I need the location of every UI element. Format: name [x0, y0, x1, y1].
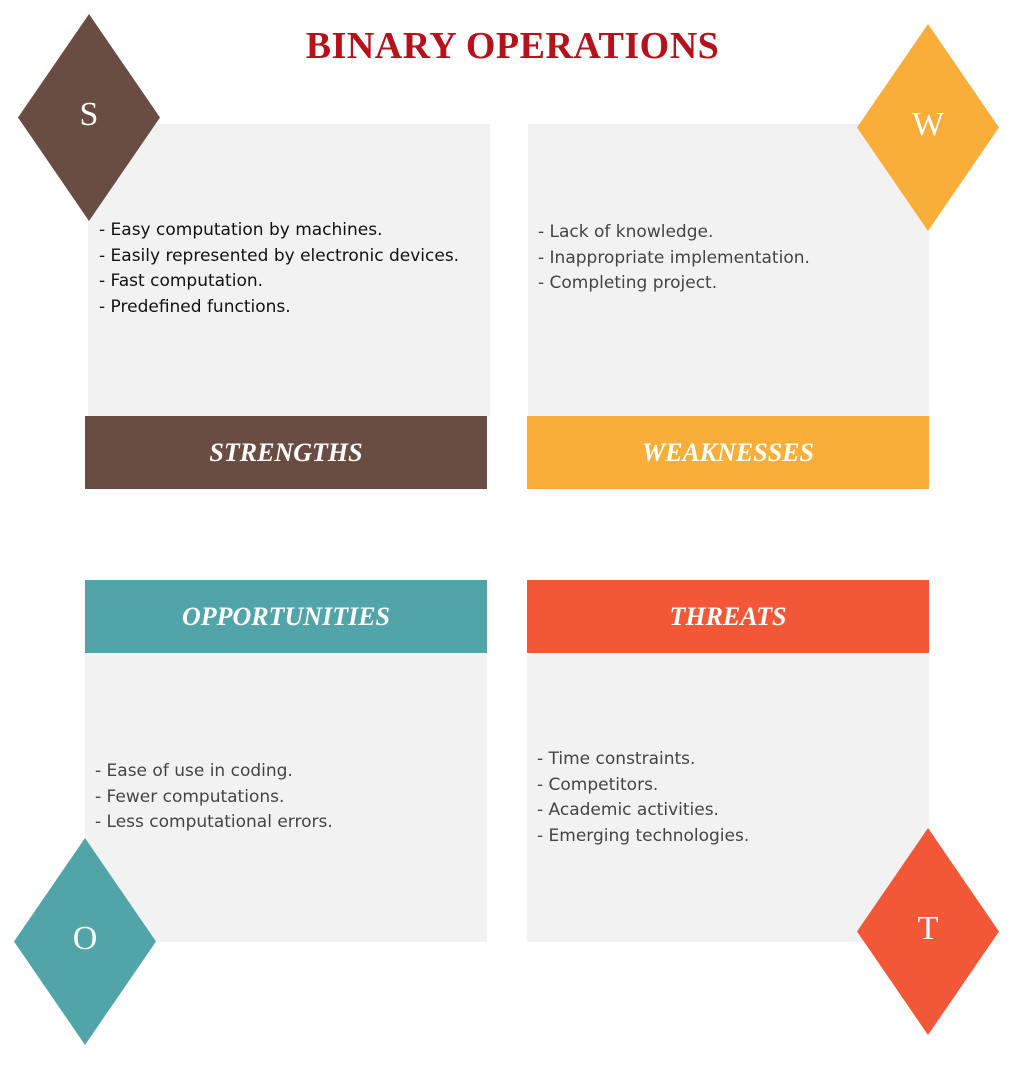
list-item: - Fewer computations. — [95, 786, 285, 807]
list-item: - Academic activities. — [537, 800, 719, 821]
threats-label: THREATS — [669, 601, 787, 631]
strengths-panel — [88, 124, 490, 416]
diamond-shape-icon — [18, 14, 160, 221]
list-item: - Easily represented by electronic devic… — [99, 245, 460, 266]
weaknesses-bar: WEAKNESSES — [527, 416, 929, 489]
list-item: - Completing project. — [538, 273, 718, 294]
opportunities-label: OPPORTUNITIES — [181, 601, 390, 631]
weaknesses-diamond: W — [857, 24, 999, 231]
list-item: - Lack of knowledge. — [538, 222, 714, 242]
opportunities-panel — [85, 653, 487, 942]
strengths-letter: S — [79, 96, 99, 133]
list-item: - Predefined functions. — [99, 296, 291, 317]
opportunities-bar: OPPORTUNITIES — [85, 580, 487, 653]
strengths-bar: STRENGTHS — [85, 416, 487, 489]
threats-list: - Time constraints. - Competitors. - Aca… — [537, 747, 749, 849]
weaknesses-letter: W — [911, 106, 945, 143]
list-item: - Inappropriate implementation. — [538, 247, 810, 268]
weaknesses-panel — [528, 124, 929, 416]
list-item: - Fast computation. — [99, 271, 264, 292]
weaknesses-list: - Lack of knowledge. - Inappropriate imp… — [538, 220, 810, 297]
threats-bar: THREATS — [527, 580, 929, 653]
list-item: - Emerging technologies. — [537, 825, 750, 846]
threats-panel — [527, 653, 929, 942]
threats-diamond: T — [857, 828, 999, 1035]
list-item: - Time constraints. — [537, 749, 696, 769]
strengths-diamond: S — [18, 14, 160, 221]
strengths-label: STRENGTHS — [209, 437, 363, 467]
diamond-shape-icon — [857, 24, 999, 231]
list-item: - Less computational errors. — [95, 812, 333, 833]
opportunities-diamond: O — [14, 838, 156, 1045]
diamond-shape-icon — [857, 828, 999, 1035]
weaknesses-label: WEAKNESSES — [642, 437, 814, 467]
page-title: BINARY OPERATIONS — [305, 25, 720, 67]
opportunities-list: - Ease of use in coding. - Fewer computa… — [95, 759, 333, 836]
list-item: - Easy computation by machines. — [99, 220, 383, 240]
threats-letter: T — [917, 910, 939, 947]
opportunities-letter: O — [72, 920, 98, 957]
diamond-shape-icon — [14, 838, 156, 1045]
list-item: - Competitors. — [537, 774, 659, 795]
list-item: - Ease of use in coding. — [95, 761, 293, 781]
strengths-list: - Easy computation by machines. - Easily… — [99, 218, 459, 320]
